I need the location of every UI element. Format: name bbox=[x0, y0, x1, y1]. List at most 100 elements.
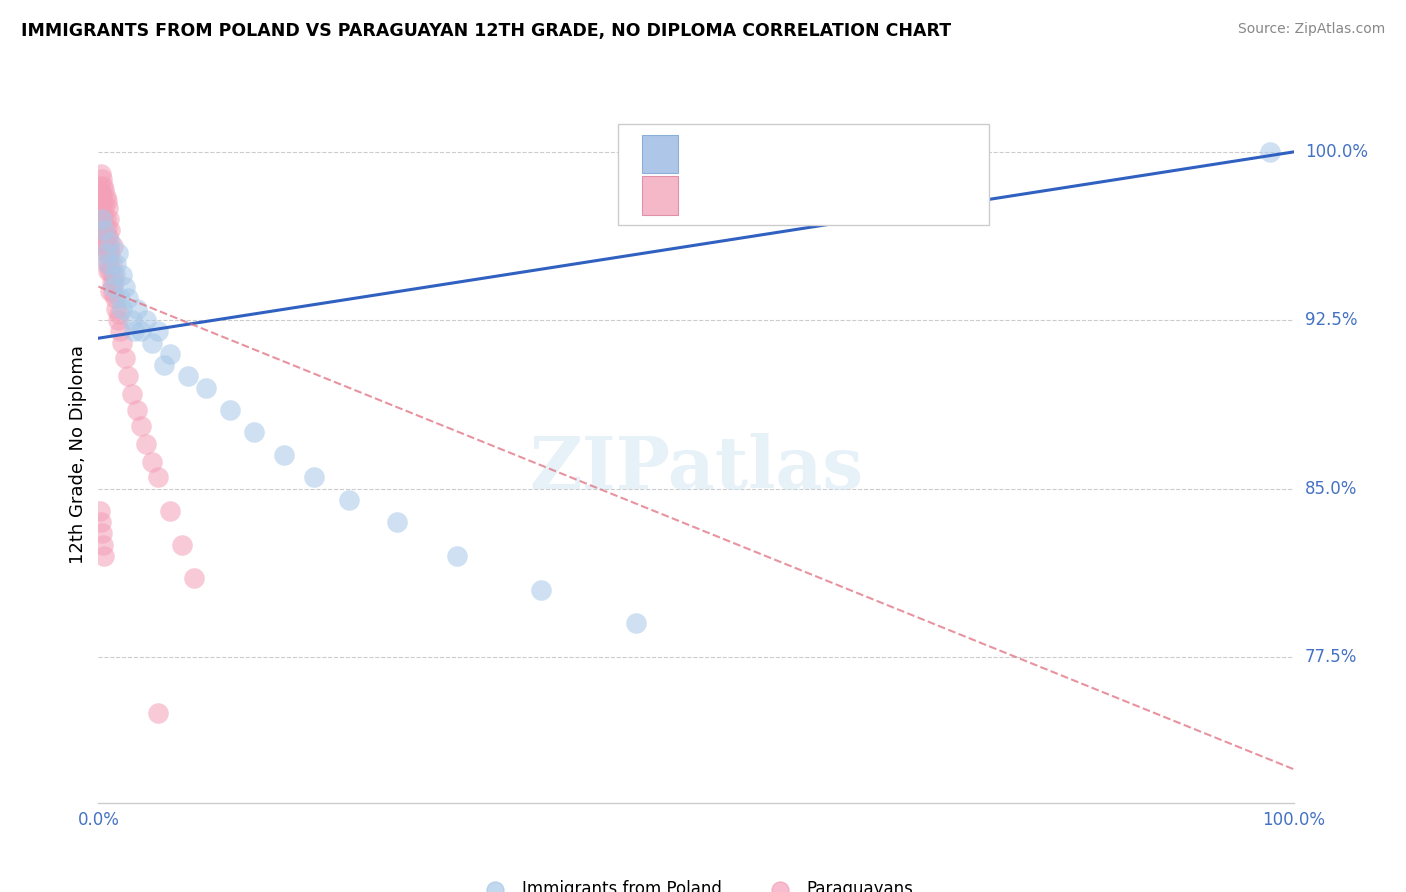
Point bbox=[97, 230, 120, 244]
Point bbox=[101, 239, 124, 253]
Point bbox=[148, 470, 170, 484]
Point bbox=[111, 268, 134, 283]
Point bbox=[135, 313, 157, 327]
Point bbox=[131, 325, 153, 339]
Point bbox=[96, 194, 118, 209]
Point bbox=[98, 284, 122, 298]
Point bbox=[337, 492, 360, 507]
Point bbox=[97, 257, 120, 271]
Point bbox=[121, 313, 143, 327]
Point bbox=[91, 538, 114, 552]
Point bbox=[100, 275, 122, 289]
Point bbox=[302, 470, 325, 484]
Point bbox=[91, 212, 114, 227]
Point bbox=[385, 515, 409, 529]
Point bbox=[183, 571, 205, 585]
FancyBboxPatch shape bbox=[643, 177, 678, 215]
Point bbox=[89, 194, 111, 209]
Point bbox=[91, 526, 114, 541]
Point bbox=[107, 306, 129, 320]
Point bbox=[125, 403, 148, 417]
Point bbox=[91, 172, 114, 186]
Point bbox=[624, 616, 647, 631]
Point bbox=[98, 239, 121, 253]
Point bbox=[273, 448, 295, 462]
Point bbox=[94, 212, 117, 227]
Point bbox=[97, 201, 120, 215]
Point bbox=[97, 246, 120, 260]
Point bbox=[529, 582, 551, 597]
Point bbox=[91, 230, 114, 244]
Point bbox=[117, 291, 139, 305]
Point bbox=[90, 167, 112, 181]
Text: IMMIGRANTS FROM POLAND VS PARAGUAYAN 12TH GRADE, NO DIPLOMA CORRELATION CHART: IMMIGRANTS FROM POLAND VS PARAGUAYAN 12T… bbox=[21, 22, 952, 40]
Text: ZIPatlas: ZIPatlas bbox=[529, 434, 863, 504]
Point bbox=[94, 190, 117, 204]
Point bbox=[141, 455, 163, 469]
Point bbox=[135, 436, 157, 450]
Point bbox=[121, 387, 143, 401]
Point bbox=[98, 223, 122, 237]
Point bbox=[90, 217, 112, 231]
Point bbox=[159, 347, 181, 361]
Point bbox=[107, 246, 129, 260]
Point bbox=[141, 335, 163, 350]
Point bbox=[1258, 145, 1281, 159]
Point bbox=[93, 183, 115, 197]
Point bbox=[117, 369, 139, 384]
Point bbox=[91, 208, 114, 222]
Point bbox=[101, 279, 124, 293]
Point bbox=[111, 335, 134, 350]
Point bbox=[104, 291, 127, 305]
Point bbox=[148, 706, 170, 720]
Point bbox=[125, 301, 148, 316]
Y-axis label: 12th Grade, No Diploma: 12th Grade, No Diploma bbox=[69, 345, 87, 565]
Point bbox=[124, 325, 146, 339]
Point bbox=[93, 219, 115, 233]
Point bbox=[100, 257, 122, 271]
Point bbox=[219, 403, 242, 417]
Point bbox=[114, 279, 136, 293]
Point bbox=[91, 190, 114, 204]
Text: R = -0.065  N = 66: R = -0.065 N = 66 bbox=[690, 186, 848, 204]
Text: 100.0%: 100.0% bbox=[1305, 143, 1368, 161]
Point bbox=[97, 264, 120, 278]
Point bbox=[90, 515, 112, 529]
Point bbox=[172, 538, 194, 552]
Point bbox=[90, 201, 112, 215]
Point bbox=[148, 325, 170, 339]
Point bbox=[94, 246, 117, 260]
Text: 77.5%: 77.5% bbox=[1305, 648, 1357, 666]
Point bbox=[89, 178, 111, 193]
Point bbox=[105, 257, 128, 271]
Text: 92.5%: 92.5% bbox=[1305, 311, 1357, 329]
Point bbox=[98, 257, 121, 271]
Point bbox=[93, 239, 115, 253]
FancyBboxPatch shape bbox=[619, 124, 988, 226]
Point bbox=[94, 227, 117, 242]
Point bbox=[96, 221, 118, 235]
Point bbox=[194, 381, 217, 395]
Point bbox=[131, 418, 153, 433]
Point bbox=[93, 223, 115, 237]
Point bbox=[101, 268, 124, 283]
Point bbox=[89, 504, 111, 518]
Point bbox=[91, 178, 114, 193]
Text: Source: ZipAtlas.com: Source: ZipAtlas.com bbox=[1237, 22, 1385, 37]
Point bbox=[105, 301, 128, 316]
Point bbox=[153, 358, 176, 372]
Point bbox=[446, 549, 468, 563]
Legend: Immigrants from Poland, Paraguayans: Immigrants from Poland, Paraguayans bbox=[472, 874, 920, 892]
Point bbox=[93, 201, 115, 215]
Point bbox=[93, 549, 115, 563]
Point bbox=[98, 212, 121, 227]
Point bbox=[96, 239, 118, 253]
Point bbox=[108, 291, 131, 305]
FancyBboxPatch shape bbox=[643, 135, 678, 173]
Point bbox=[108, 325, 131, 339]
Point bbox=[114, 351, 136, 366]
Point bbox=[103, 275, 125, 289]
Point bbox=[111, 301, 134, 316]
Point bbox=[91, 212, 114, 227]
Point bbox=[91, 223, 114, 237]
